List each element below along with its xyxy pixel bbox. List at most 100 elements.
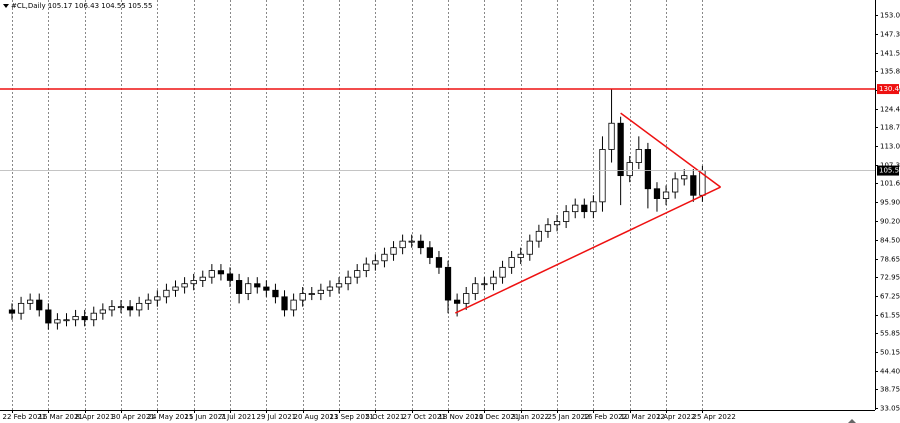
current-price-box	[877, 165, 899, 176]
candle-body	[8, 309, 16, 314]
candle-body	[644, 149, 652, 190]
candle-body	[681, 175, 688, 180]
candle-body	[263, 286, 270, 291]
candle-body	[117, 306, 125, 309]
x-tick-label: 7 Jul 2021	[221, 413, 256, 421]
candle-body	[399, 240, 406, 249]
candle-body	[17, 302, 25, 314]
candle-body	[553, 221, 561, 226]
candle-body	[581, 204, 588, 213]
x-tick-label: 29 Jul 2021	[257, 413, 297, 421]
candle-body	[154, 296, 161, 301]
candle-body	[308, 293, 315, 295]
candle-body	[317, 289, 324, 294]
y-tick-label: 84.50	[880, 237, 900, 245]
candle-body	[99, 309, 106, 314]
y-tick-label: 67.25	[880, 293, 900, 301]
price-label: 130.44	[879, 85, 900, 93]
candle-body	[208, 270, 215, 278]
candle-body	[45, 309, 52, 324]
y-tick-label: 153.05	[880, 12, 900, 20]
x-tick-label: 25 Jan 2022	[548, 413, 590, 421]
x-tick-label: 30 Apr 2021	[112, 413, 155, 421]
candle-body	[272, 289, 279, 298]
candle-body	[181, 283, 188, 288]
x-tick-label: 1 Apr 2022	[657, 413, 696, 421]
x-tick-label: 25 Apr 2022	[693, 413, 736, 421]
candle-body	[544, 224, 552, 232]
candle-body	[326, 286, 334, 291]
chart-title: #CL,Daily 105.17 106.43 104.55 105.55	[11, 2, 152, 10]
candle-body	[408, 240, 415, 243]
y-tick-label: 101.60	[880, 180, 900, 188]
current-price-label: 105.55	[879, 167, 900, 175]
y-tick-label: 44.40	[880, 368, 900, 376]
candle-body	[381, 253, 388, 262]
x-tick-label: 27 Oct 2021	[403, 413, 446, 421]
candle-body	[108, 306, 116, 311]
x-tick-label: 16 Mar 2021	[39, 413, 83, 421]
x-tick-label: 16 Feb 2022	[584, 413, 628, 421]
candle-body	[672, 178, 679, 193]
candle-body	[417, 240, 424, 249]
candle-body	[335, 283, 343, 288]
candle-body	[126, 306, 134, 311]
y-tick-label: 118.70	[880, 124, 900, 132]
candle-body	[472, 283, 479, 294]
x-tick-label: 15 Jun 2021	[185, 413, 227, 421]
candle-body	[535, 230, 543, 242]
y-tick-label: 61.55	[880, 312, 900, 320]
candle-body	[217, 270, 225, 275]
candle-body	[36, 299, 43, 311]
candle-body	[490, 276, 497, 285]
candle-body	[662, 191, 670, 199]
candle-body	[626, 162, 633, 177]
candle-body	[390, 247, 397, 255]
candle-body	[281, 296, 288, 311]
candle-body	[590, 201, 597, 213]
candle-body	[635, 149, 642, 163]
y-tick-label: 72.95	[880, 274, 900, 282]
x-tick-label: 18 Nov 2021	[439, 413, 484, 421]
candle-body	[599, 149, 606, 203]
candle-body	[190, 280, 197, 285]
candle-body	[563, 211, 570, 222]
y-tick-label: 50.15	[880, 349, 900, 357]
y-tick-label: 95.90	[880, 199, 900, 207]
x-tick-label: 3 Jan 2022	[512, 413, 550, 421]
menu-arrow[interactable]	[3, 4, 9, 8]
x-tick-label: 8 Apr 2021	[76, 413, 115, 421]
candle-body	[363, 263, 370, 272]
candle-body	[199, 276, 206, 281]
candle-body	[499, 266, 506, 278]
candle-body	[617, 122, 624, 177]
trendline	[454, 186, 721, 314]
candle-body	[653, 188, 661, 199]
candle-body	[63, 319, 70, 322]
candle-body	[235, 280, 243, 294]
y-tick-label: 113.00	[880, 143, 900, 151]
candle-body	[444, 266, 452, 301]
candle-body	[290, 299, 297, 311]
trendline	[620, 112, 722, 188]
x-tick-label: 22 Feb 2021	[3, 413, 47, 421]
candle-body	[299, 293, 306, 301]
candle-body	[526, 240, 533, 255]
x-tick-label: 24 May 2021	[148, 413, 194, 421]
y-tick-label: 33.05	[880, 405, 900, 413]
candle-body	[481, 283, 488, 286]
candle-body	[145, 299, 152, 304]
candle-body	[608, 122, 615, 150]
candle-body	[354, 270, 361, 278]
x-tick-label: 20 Aug 2021	[294, 413, 339, 421]
candle-body	[435, 257, 443, 268]
y-tick-label: 107.30	[880, 162, 900, 170]
y-tick-label: 135.80	[880, 68, 900, 76]
candle-body	[690, 175, 697, 196]
candle-body	[508, 257, 515, 268]
y-tick-label: 147.35	[880, 31, 900, 39]
candle-body	[90, 312, 97, 321]
y-tick-label: 55.85	[880, 330, 900, 338]
